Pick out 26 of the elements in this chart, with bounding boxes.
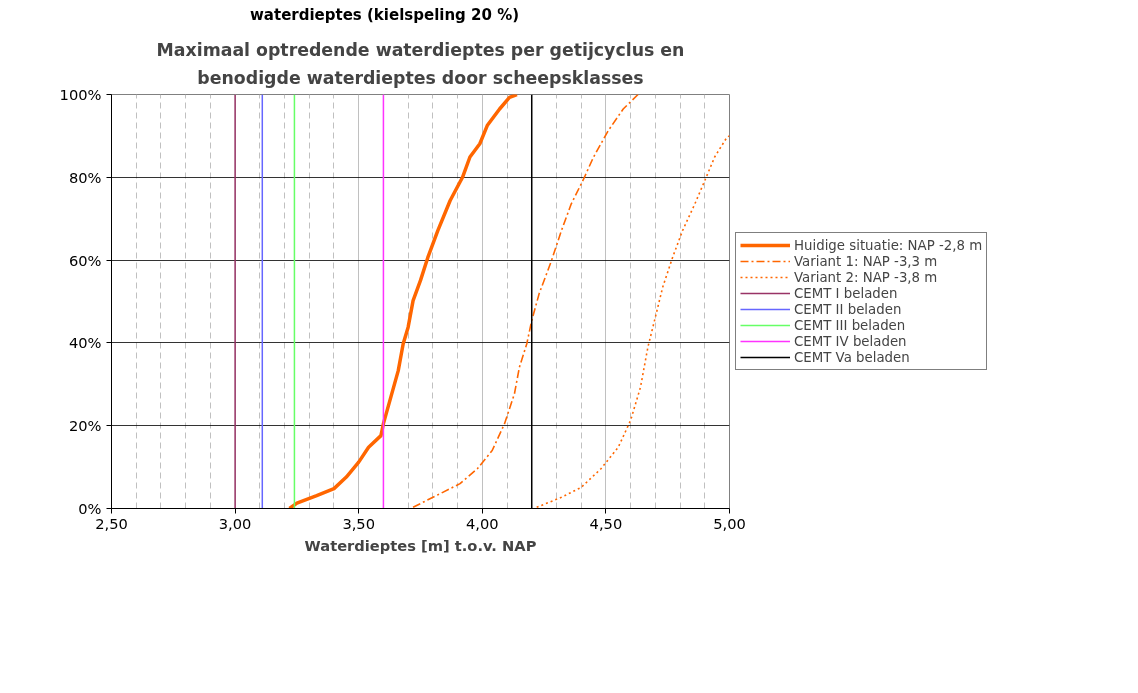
y-tick-label: 20% xyxy=(68,417,102,435)
x-tick-label: 3,50 xyxy=(342,514,376,532)
y-tick-label: 100% xyxy=(59,86,102,103)
legend-label: Variant 1: NAP -3,3 m xyxy=(794,253,938,269)
line-series xyxy=(412,94,639,509)
legend-label: Variant 2: NAP -3,8 m xyxy=(794,269,938,285)
x-axis-title: Waterdieptes [m] t.o.v. NAP xyxy=(304,536,537,554)
chart-title: Maximaal optredende waterdieptes per getijcyclus en benodigde waterdieptes door scheepsklasses xyxy=(156,39,685,88)
x-tick-label: 5,00 xyxy=(713,514,746,532)
x-tick-label: 2,50 xyxy=(95,514,128,532)
x-tick-label: 4,50 xyxy=(589,514,623,532)
line-series xyxy=(535,135,730,509)
y-tick-label: 60% xyxy=(68,251,102,269)
legend-label: CEMT III beladen xyxy=(794,317,906,333)
line-series xyxy=(287,94,519,509)
legend-label: CEMT Va beladen xyxy=(794,349,910,365)
y-tick-label: 0% xyxy=(78,500,102,517)
legend-label: CEMT II beladen xyxy=(794,301,902,317)
legend-label: Huidige situatie: NAP -2,8 m xyxy=(794,237,983,253)
y-tick-label: 40% xyxy=(68,334,102,352)
legend-label: CEMT I beladen xyxy=(794,285,898,301)
x-tick-label: 3,00 xyxy=(218,514,252,532)
text: waterdieptes (kielspeling 20 %) xyxy=(250,5,520,26)
y-tick-label: 80% xyxy=(68,168,102,186)
x-tick-label: 4,00 xyxy=(465,514,499,532)
legend-label: CEMT IV beladen xyxy=(794,333,907,349)
